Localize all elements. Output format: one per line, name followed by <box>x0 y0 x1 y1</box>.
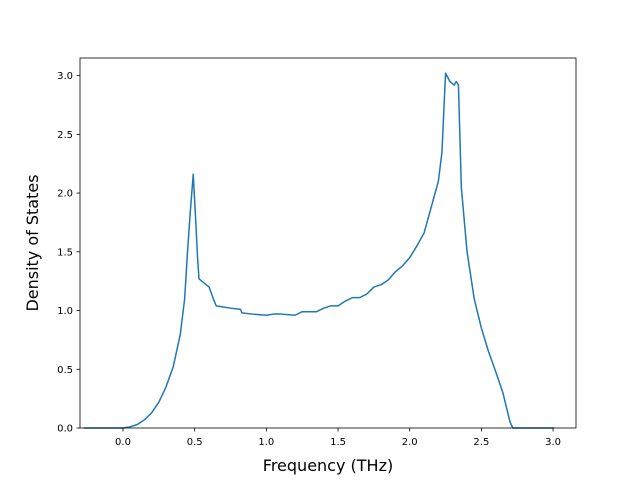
y-tick-label: 0.0 <box>57 424 73 435</box>
x-tick-label: 0.5 <box>187 437 203 448</box>
y-tick-label: 0.5 <box>57 365 73 376</box>
x-tick-label: 1.5 <box>330 437 346 448</box>
x-axis-label: Frequency (THz) <box>263 456 393 475</box>
y-tick-label: 2.5 <box>57 130 73 141</box>
y-axis: 0.0 0.5 1.0 1.5 2.0 2.5 3.0 <box>57 71 80 435</box>
x-tick-label: 0.0 <box>115 437 131 448</box>
y-tick-label: 3.0 <box>57 71 73 82</box>
x-tick-label: 2.5 <box>473 437 489 448</box>
series-layer <box>83 72 554 429</box>
y-tick-label: 1.5 <box>57 247 73 258</box>
y-tick-label: 2.0 <box>57 189 73 200</box>
x-tick-label: 3.0 <box>545 437 561 448</box>
x-axis: 0.0 0.5 1.0 1.5 2.0 2.5 3.0 <box>115 428 561 448</box>
x-tick-label: 1.0 <box>258 437 274 448</box>
plot-frame <box>79 57 577 429</box>
y-tick-label: 1.0 <box>57 306 73 317</box>
x-tick-label: 2.0 <box>402 437 418 448</box>
series-line-0 <box>83 72 554 429</box>
y-axis-label: Density of States <box>23 174 42 311</box>
